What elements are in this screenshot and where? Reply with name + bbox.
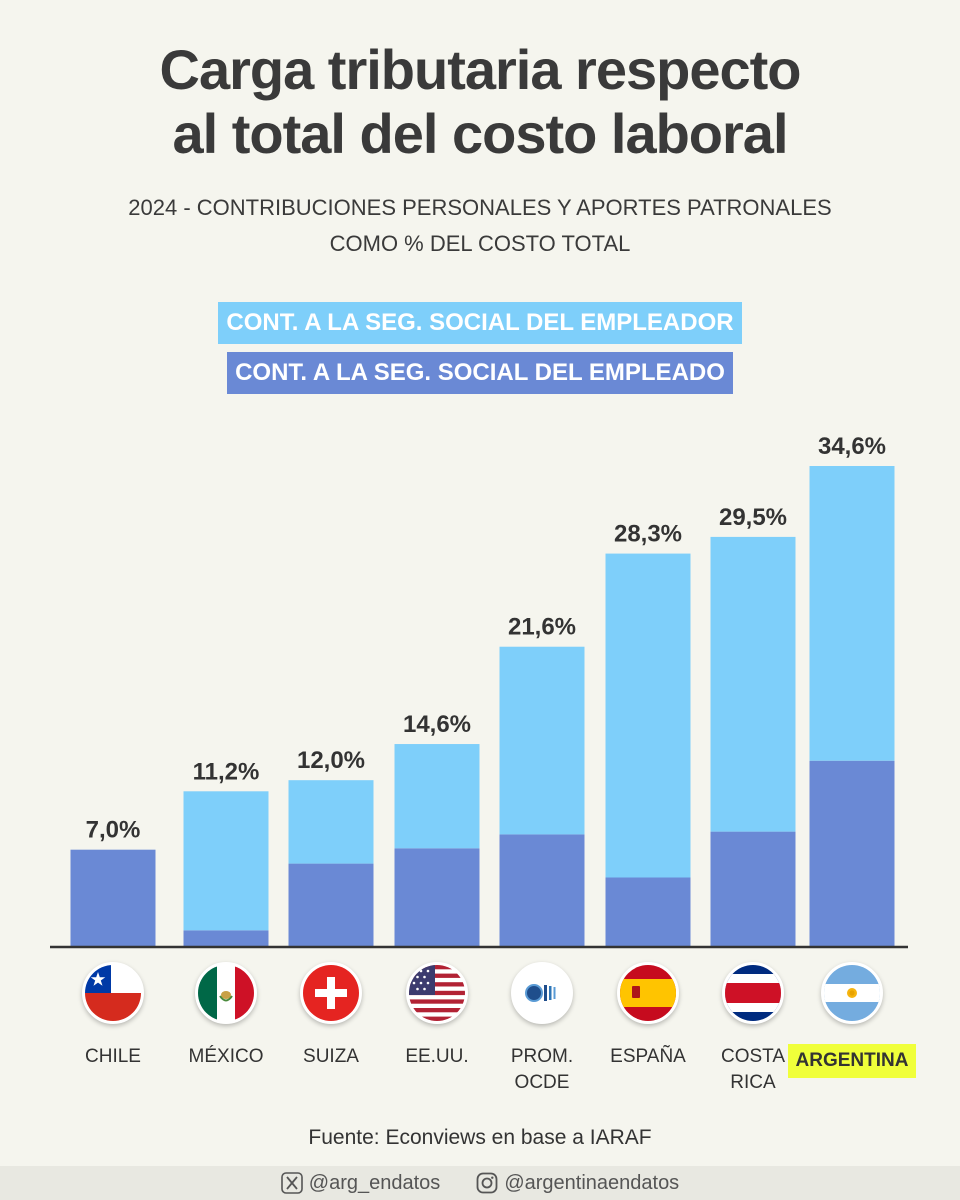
oecd-logo-icon [511,962,573,1024]
bar-employee-prom-ocde [499,834,585,947]
title-line-2: al total del costo laboral [172,102,788,165]
subtitle-line-2: COMO % DEL COSTO TOTAL [329,231,631,256]
data-label-m-xico: 11,2% [193,758,260,785]
costa-rica-flag-icon [722,962,784,1024]
bar-employee-espa-a [605,877,691,947]
country-costa-rica: COSTA RICA [693,962,813,1096]
country-suiza: SUIZA [271,962,391,1070]
bar-employee-suiza [288,863,374,947]
bar-employee-ee-uu- [394,848,480,947]
instagram-handle[interactable]: @argentinaendatos [476,1172,679,1195]
bar-employee-m-xico [183,930,269,947]
country-prom-ocde: PROM. OCDE [482,962,602,1096]
data-label-chile: 7,0% [86,817,141,844]
instagram-logo-icon [476,1172,498,1194]
data-label-argentina: 34,6% [818,433,886,460]
data-label-prom-ocde: 21,6% [508,614,576,641]
bar-employer-m-xico [183,791,269,931]
country-label-prom-ocde: PROM. OCDE [510,1046,574,1093]
country-label-suiza: SUIZA [303,1046,359,1067]
country-espa-a: ESPAÑA [588,962,708,1070]
footer-bar: @arg_endatos @argentinaendatos [0,1166,960,1200]
country-chile: CHILE [53,962,173,1070]
bar-employer-argentina [809,466,895,761]
bar-employer-costa-rica [710,536,796,832]
bar-employee-chile [70,849,156,947]
subtitle-line-1: 2024 - CONTRIBUCIONES PERSONALES Y APORT… [128,195,832,220]
country-label-m-xico: MÉXICO [188,1046,264,1067]
spain-flag-icon [617,962,679,1024]
country-argentina: ARGENTINA [787,962,917,1078]
bar-employer-ee-uu- [394,744,480,849]
stacked-bar-chart: 7,0% 11,2% 12,0% 14,6% 21,6% 28,3% 29,5% 34,6% [50,433,908,949]
usa-flag-icon [406,962,468,1024]
country-label-espa-a: ESPAÑA [610,1046,686,1067]
title-line-1: Carga tributaria respecto [159,38,802,101]
bar-employee-argentina [809,760,895,947]
switzerland-flag-icon [300,962,362,1024]
bar-employer-suiza [288,780,374,864]
argentina-flag-icon [821,962,883,1024]
x-handle[interactable]: @arg_endatos [280,1171,441,1195]
legend: CONT. A LA SEG. SOCIAL DEL EMPLEADOR CON… [0,302,960,394]
x-logo-icon [280,1172,303,1194]
data-label-costa-rica: 29,5% [719,504,787,531]
data-label-suiza: 12,0% [297,747,365,774]
bar-employer-prom-ocde [499,646,585,835]
chile-flag-icon [82,962,144,1024]
country-label-chile: CHILE [85,1046,141,1067]
country-label-argentina: ARGENTINA [787,1044,917,1078]
country-label-ee-uu: EE.UU. [405,1046,469,1067]
instagram-handle-text: @argentinaendatos [504,1171,680,1194]
country-m-xico: MÉXICO [166,962,286,1070]
country-label-costa-rica: COSTA RICA [720,1046,786,1093]
mexico-flag-icon [195,962,257,1024]
data-label-espa-a: 28,3% [614,521,682,548]
source-note: Fuente: Econviews en base a IARAF [308,1126,652,1149]
bar-employee-costa-rica [710,831,796,947]
legend-employer: CONT. A LA SEG. SOCIAL DEL EMPLEADOR [218,302,742,344]
chart-subtitle: 2024 - CONTRIBUCIONES PERSONALES Y APORT… [0,190,960,262]
chart-title: Carga tributaria respecto al total del c… [0,38,960,166]
x-handle-text: @arg_endatos [308,1171,441,1194]
data-label-ee-uu-: 14,6% [403,711,471,738]
legend-employee: CONT. A LA SEG. SOCIAL DEL EMPLEADO [227,352,733,394]
bar-employer-espa-a [605,553,691,878]
country-ee-uu: EE.UU. [377,962,497,1070]
